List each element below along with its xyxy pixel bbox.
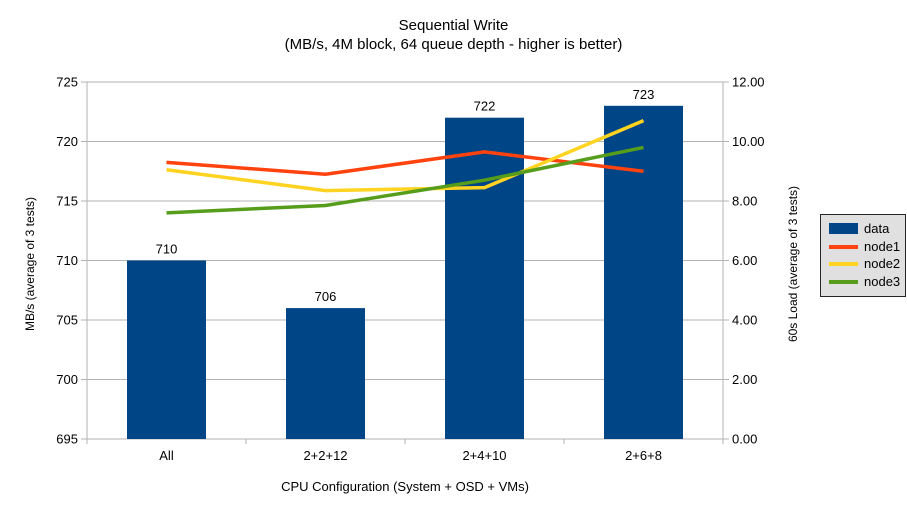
legend-swatch-node3 (829, 280, 858, 285)
legend-label: node2 (864, 256, 901, 272)
bar-data-label: 722 (474, 99, 496, 114)
right-tick-label: 10.00 (732, 134, 765, 149)
category-label: 2+6+8 (625, 448, 662, 463)
bar-data-label: 706 (315, 289, 337, 304)
legend-item-node1: node1 (829, 238, 905, 254)
legend-item-node3: node3 (829, 275, 905, 289)
left-tick-label: 725 (56, 75, 78, 90)
category-label: 2+2+12 (303, 448, 347, 463)
chart-subtitle: (MB/s, 4M block, 64 queue depth - higher… (284, 36, 623, 53)
legend-label: node3 (864, 274, 901, 290)
left-axis-title: MB/s (average of 3 tests) (23, 196, 37, 332)
chart-title: Sequential Write (398, 17, 509, 34)
category-label: All (159, 448, 174, 463)
category-label: 2+4+10 (462, 448, 506, 463)
left-tick-label: 700 (56, 372, 78, 387)
left-tick-label: 695 (56, 432, 78, 447)
right-tick-label: 4.00 (732, 313, 757, 328)
legend-swatch-node2 (829, 262, 858, 267)
bar (445, 117, 524, 439)
legend-label: node1 (864, 238, 901, 254)
right-tick-label: 2.00 (732, 372, 757, 387)
series-line-node1 (166, 150, 644, 176)
left-tick-label: 705 (56, 313, 78, 328)
right-tick-label: 12.00 (732, 75, 765, 90)
bar (286, 308, 365, 439)
x-axis-title: CPU Configuration (System + OSD + VMs) (281, 479, 529, 494)
left-tick-label: 715 (56, 194, 78, 209)
legend: data node1 node2 node3 (820, 214, 906, 297)
left-tick-label: 710 (56, 253, 78, 268)
legend-item-data: data (829, 220, 905, 236)
right-tick-label: 8.00 (732, 194, 757, 209)
bar (127, 260, 206, 439)
legend-label: data (864, 220, 890, 236)
bar-data-label: 710 (156, 242, 178, 257)
legend-item-node2: node2 (829, 257, 905, 271)
series-line-node3 (166, 145, 644, 215)
series-line-node2 (166, 119, 645, 193)
right-tick-label: 6.00 (732, 253, 757, 268)
legend-swatch-data (829, 223, 858, 235)
legend-swatch-node1 (829, 244, 858, 249)
left-tick-label: 720 (56, 134, 78, 149)
bar-data-label: 723 (633, 87, 655, 102)
bar (604, 105, 683, 440)
right-tick-label: 0.00 (732, 432, 757, 447)
right-axis-title: 60s Load (average of 3 tests) (786, 185, 800, 343)
